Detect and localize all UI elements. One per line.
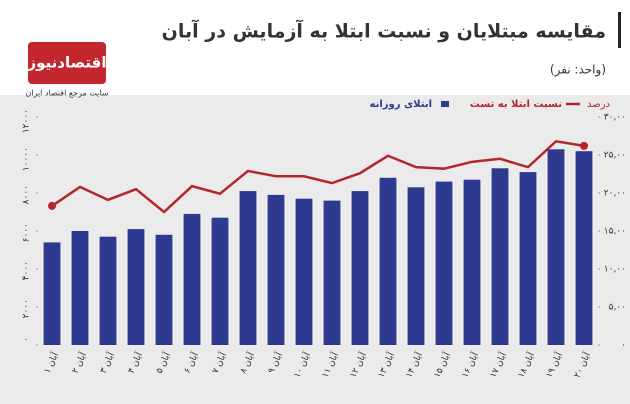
bar: [239, 191, 257, 345]
bar: [211, 217, 229, 345]
bar: [463, 179, 481, 345]
y-tick-label: ۶۰۰۰: [22, 223, 32, 242]
line-end-dot: [48, 201, 56, 210]
bar: [71, 231, 89, 345]
bar: [491, 168, 509, 345]
title-bar: [618, 12, 621, 48]
bar: [99, 236, 117, 345]
bar: [267, 194, 285, 345]
y2-tick-label: ۵,۰۰: [609, 303, 626, 313]
chart-title: مقایسه مبتلایان و نسبت ابتلا به آزمایش د…: [162, 19, 606, 43]
line-end-dot: [580, 141, 588, 150]
bar: [127, 229, 145, 345]
bar: [323, 200, 341, 345]
y-tick-label: ۸۰۰۰: [22, 185, 32, 204]
y2-tick-label: ۱۰,۰۰: [604, 265, 626, 275]
bar: [183, 213, 201, 345]
bar: [43, 242, 61, 345]
y2-axis-title: درصد: [587, 99, 610, 110]
tagline: سایت مرجع اقتصاد ایران: [25, 89, 108, 98]
line: [51, 139, 585, 214]
logo-box: [28, 42, 106, 84]
subtitle: (واحد: نفر): [550, 63, 606, 78]
y-tick-label: ۱۰۰۰۰: [22, 147, 32, 171]
logo: اقتصادنیوز: [27, 54, 107, 72]
bar: [351, 191, 369, 345]
y-tick-label: ۲۰۰۰: [22, 299, 32, 318]
bar: [547, 149, 565, 345]
bar: [379, 177, 397, 345]
bar: [575, 151, 593, 345]
y2-tick-label: ۰: [621, 341, 626, 351]
y-tick-label: ۱۲۰۰۰: [22, 109, 32, 133]
bar: [435, 181, 453, 345]
y-tick-label: ۴۰۰۰: [22, 261, 32, 280]
bar: [519, 172, 537, 345]
y2-tick-label: ۲۰,۰۰: [604, 189, 626, 199]
legend-swatch: [441, 101, 449, 107]
y2-tick-label: ۳۰,۰۰: [604, 113, 626, 123]
bar: [295, 198, 313, 345]
y2-tick-label: ۲۵,۰۰: [604, 151, 626, 161]
y2-tick-label: ۱۵,۰۰: [604, 227, 626, 237]
bar: [407, 187, 425, 345]
legend-label: ابتلای روزانه: [370, 99, 432, 110]
bar: [155, 234, 173, 345]
y-tick-label: ۰: [22, 337, 32, 342]
legend-label: نسبت ابتلا به تست: [470, 99, 562, 110]
